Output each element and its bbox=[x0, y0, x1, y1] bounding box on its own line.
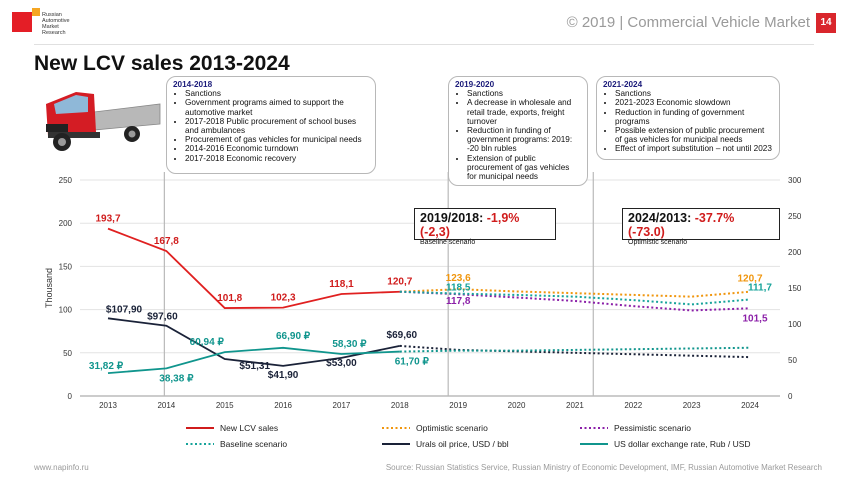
data-label-sales: 167,8 bbox=[154, 236, 179, 247]
x-tick-label: 2014 bbox=[157, 401, 175, 410]
x-tick-label: 2016 bbox=[274, 401, 292, 410]
callout-optimistic: 2024/2013: -37.7% (-73.0) Optimistic sce… bbox=[622, 208, 780, 246]
period-box-2019-2020: 2019-2020 Sanctions A decrease in wholes… bbox=[448, 76, 588, 186]
period-box-title: 2019-2020 bbox=[455, 80, 495, 89]
x-tick-label: 2023 bbox=[683, 401, 701, 410]
period-box-item: 2014-2016 Economic turndown bbox=[185, 144, 369, 153]
callout-value: -1,9% (-2,3) bbox=[420, 211, 520, 239]
period-box-item: A decrease in wholesale and retail trade… bbox=[467, 98, 581, 126]
truck-image bbox=[36, 82, 164, 158]
y2-tick-label: 250 bbox=[788, 212, 802, 221]
x-tick-label: 2024 bbox=[741, 401, 759, 410]
period-box-title: 2014-2018 bbox=[173, 80, 213, 89]
callout-label: 2019/2018: bbox=[420, 211, 487, 225]
data-label-pessimistic: 101,5 bbox=[742, 313, 767, 324]
callout-sub: Optimistic scenario bbox=[628, 239, 688, 246]
logo-text: Russian Automotive Market Research bbox=[42, 12, 70, 36]
series-line-usd_fc bbox=[399, 346, 751, 353]
data-label-sales: 120,7 bbox=[387, 277, 412, 288]
data-label-usd: 66,90 ₽ bbox=[276, 331, 311, 342]
period-box-item: Sanctions bbox=[615, 89, 773, 98]
period-box-item: Procurement of gas vehicles for municipa… bbox=[185, 135, 369, 144]
y2-tick-label: 300 bbox=[788, 176, 802, 185]
callout-value: -37.7% (-73.0) bbox=[628, 211, 735, 239]
page-number-badge: 14 bbox=[816, 13, 836, 33]
x-tick-label: 2021 bbox=[566, 401, 584, 410]
legend-label-oil: Urals oil price, USD / bbl bbox=[416, 439, 509, 449]
y-tick-label: 250 bbox=[59, 176, 73, 185]
data-label-baseline: 118,5 bbox=[446, 283, 471, 294]
callout-label: 2024/2013: bbox=[628, 211, 695, 225]
period-box-item: Effect of import substitution – not unti… bbox=[615, 144, 773, 153]
period-box-item: Reduction in funding of government progr… bbox=[615, 108, 773, 126]
legend-label-optimistic: Optimistic scenario bbox=[416, 423, 488, 433]
x-tick-label: 2022 bbox=[624, 401, 642, 410]
data-label-sales: 193,7 bbox=[95, 214, 120, 225]
y-tick-label: 150 bbox=[59, 262, 73, 271]
legend-label-usd: US dollar exchange rate, Rub / USD bbox=[614, 439, 751, 449]
y-tick-label: 100 bbox=[59, 306, 73, 315]
data-label-usd: 31,82 ₽ bbox=[89, 361, 124, 372]
data-label-sales: 101,8 bbox=[217, 293, 242, 304]
legend-label-baseline: Baseline scenario bbox=[220, 439, 287, 449]
header-text: © 2019 | Commercial Vehicle Market bbox=[566, 14, 810, 31]
callout-baseline: 2019/2018: -1,9% (-2,3) Baseline scenari… bbox=[414, 208, 556, 246]
legend-label-pessimistic: Pessimistic scenario bbox=[614, 423, 691, 433]
data-label-usd: 58,30 ₽ bbox=[332, 339, 367, 350]
data-label-usd: 38,38 ₽ bbox=[159, 373, 194, 384]
y2-tick-label: 200 bbox=[788, 248, 802, 257]
y-tick-label: 200 bbox=[59, 219, 73, 228]
period-box-title: 2021-2024 bbox=[603, 80, 643, 89]
data-label-optimistic: 123,6 bbox=[446, 273, 471, 284]
y-tick-label: 50 bbox=[63, 349, 72, 358]
y2-tick-label: 0 bbox=[788, 392, 793, 401]
series-line-usd bbox=[107, 346, 400, 374]
page-title: New LCV sales 2013-2024 bbox=[34, 52, 290, 75]
data-label-optimistic: 120,7 bbox=[737, 274, 762, 285]
period-box-item: 2017-2018 Public procurement of school b… bbox=[185, 117, 369, 135]
period-box-item: Extension of public procurement of gas v… bbox=[467, 154, 581, 182]
callout-sub: Baseline scenario bbox=[420, 239, 476, 246]
data-label-oil: $53,00 bbox=[326, 358, 357, 369]
period-box-item: 2017-2018 Economic recovery bbox=[185, 154, 369, 163]
data-label-baseline: 111,7 bbox=[748, 282, 772, 293]
header-divider bbox=[34, 44, 814, 45]
series-line-sales bbox=[107, 227, 400, 309]
y2-tick-label: 150 bbox=[788, 284, 802, 293]
footer-site: www.napinfo.ru bbox=[34, 463, 89, 472]
x-tick-label: 2019 bbox=[449, 401, 467, 410]
period-box-item: Sanctions bbox=[467, 89, 581, 98]
data-label-oil: $97,60 bbox=[147, 312, 178, 323]
x-tick-label: 2013 bbox=[99, 401, 117, 410]
x-tick-label: 2017 bbox=[333, 401, 351, 410]
y-axis-label: Thousand bbox=[44, 268, 54, 308]
y2-tick-label: 100 bbox=[788, 320, 802, 329]
data-label-oil: $107,90 bbox=[106, 304, 143, 315]
legend-label-sales: New LCV sales bbox=[220, 423, 278, 433]
company-logo: Russian Automotive Market Research bbox=[12, 8, 72, 44]
y-tick-label: 0 bbox=[68, 392, 73, 401]
footer-source: Source: Russian Statistics Service, Russ… bbox=[385, 463, 822, 472]
data-label-oil: $51,31 bbox=[239, 361, 270, 372]
period-box-2014-2018: 2014-2018 Sanctions Government programs … bbox=[166, 76, 376, 174]
data-label-sales: 102,3 bbox=[271, 293, 296, 304]
period-box-item: Reduction in funding of government progr… bbox=[467, 126, 581, 154]
period-box-item: Government programs aimed to support the… bbox=[185, 98, 369, 116]
data-label-pessimistic: 117,8 bbox=[446, 296, 471, 307]
data-label-usd: 61,70 ₽ bbox=[395, 357, 430, 368]
data-label-oil: $41,90 bbox=[268, 370, 299, 381]
data-label-oil: $69,60 bbox=[387, 330, 418, 341]
period-box-item: 2021-2023 Economic slowdown bbox=[615, 98, 773, 107]
x-tick-label: 2020 bbox=[508, 401, 526, 410]
data-label-usd: 60,94 ₽ bbox=[190, 337, 225, 348]
y2-tick-label: 50 bbox=[788, 356, 797, 365]
period-box-item: Possible extension of public procurement… bbox=[615, 126, 773, 144]
data-label-sales: 118,1 bbox=[329, 279, 354, 290]
period-box-item: Sanctions bbox=[185, 89, 369, 98]
x-tick-label: 2015 bbox=[216, 401, 234, 410]
period-box-2021-2024: 2021-2024 Sanctions 2021-2023 Economic s… bbox=[596, 76, 780, 160]
series-line-oil bbox=[107, 317, 400, 367]
x-tick-label: 2018 bbox=[391, 401, 409, 410]
